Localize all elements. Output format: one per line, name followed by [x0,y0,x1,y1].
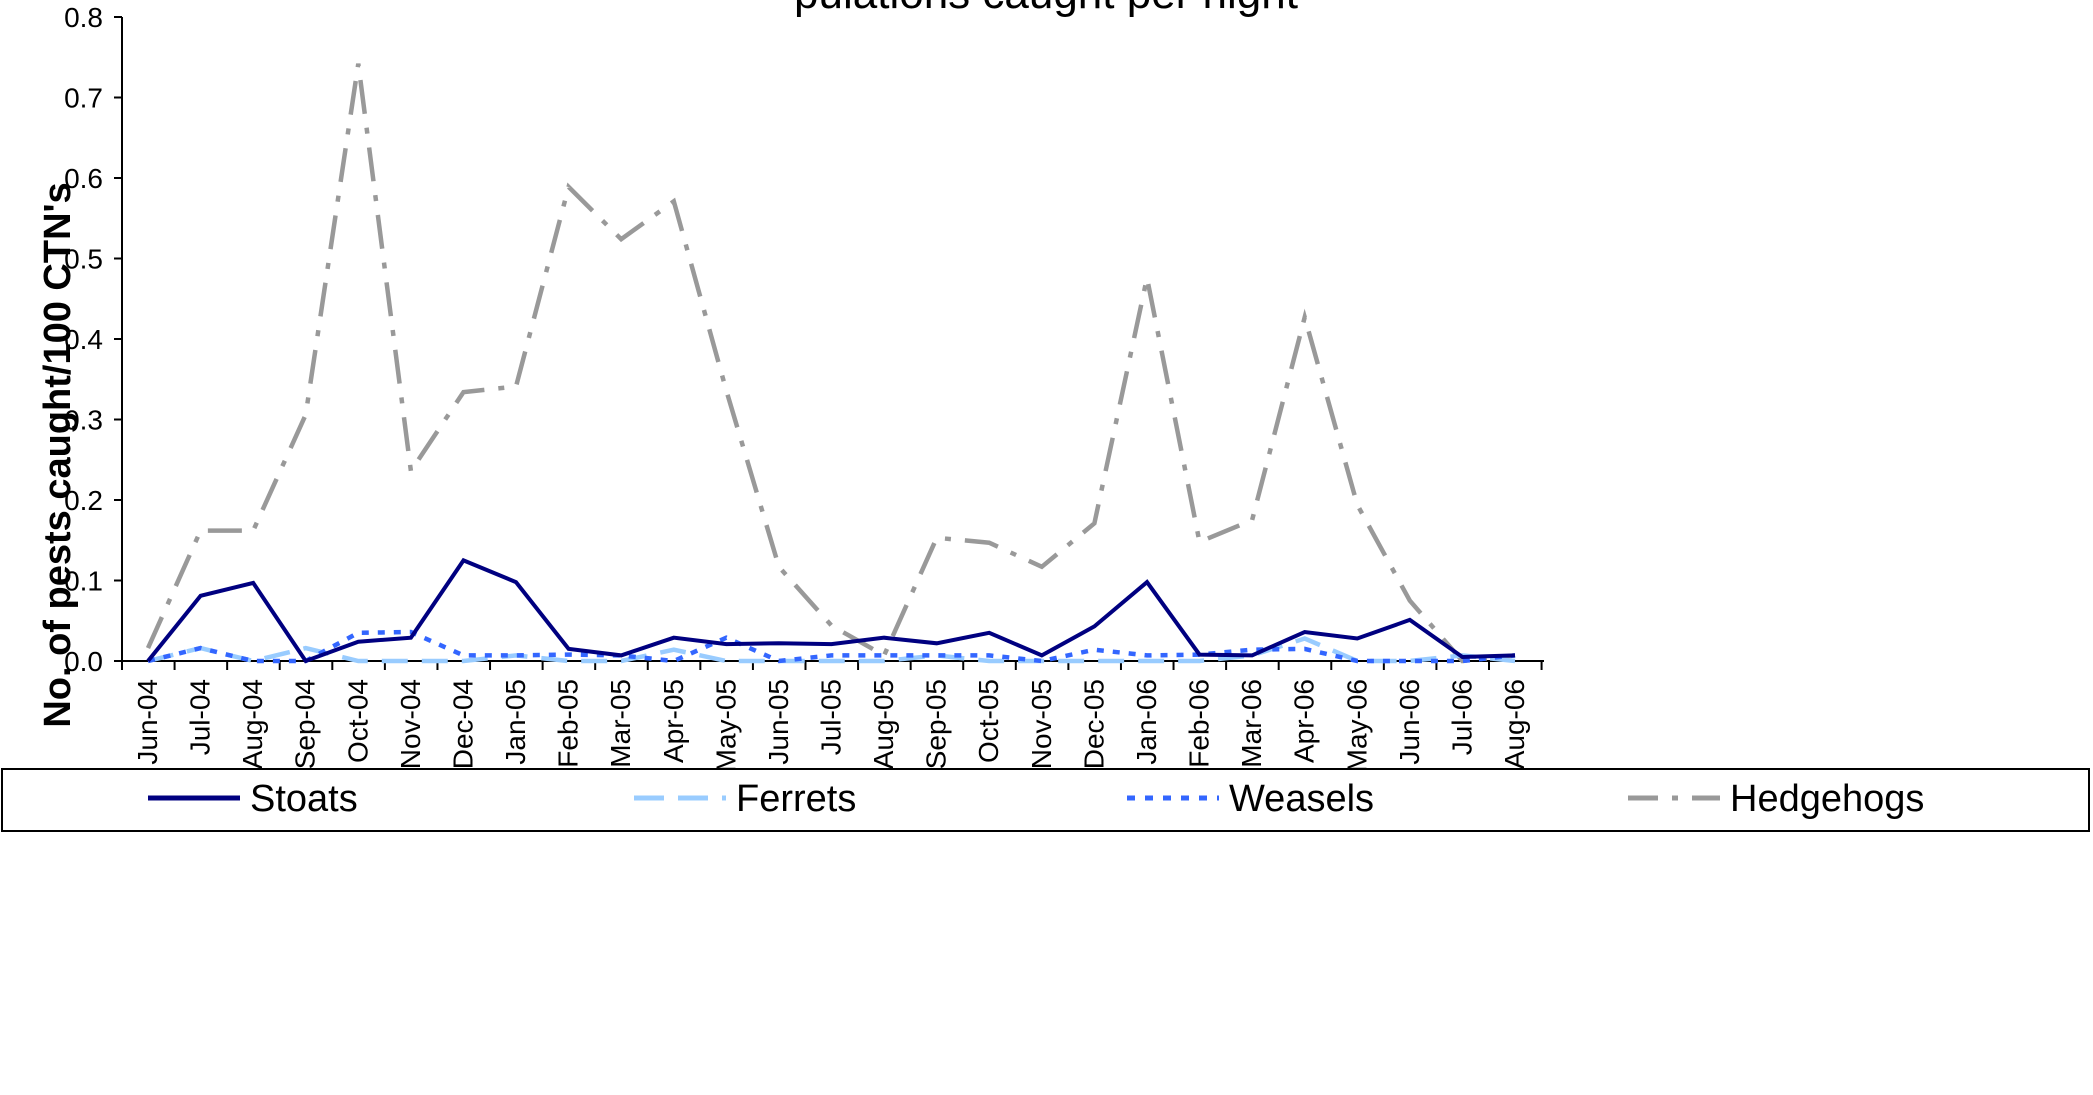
x-tick-label: Apr-05 [658,679,689,763]
x-tick-label: Aug-05 [868,679,899,769]
x-tick-label: Jun-04 [132,679,163,765]
x-tick-label: Oct-04 [342,679,373,763]
y-axis-title: No. of pests caught/100 CTN's [37,182,79,727]
series-line-ferrets [147,636,1516,664]
x-tick-label: Mar-06 [1236,679,1267,768]
y-tick-label: 0.5 [64,244,103,275]
chart-title: pulations caught per night [794,0,1298,18]
y-tick-label: 0.2 [64,485,103,516]
x-tick-label: Sep-04 [290,679,321,769]
x-tick-label: Aug-04 [237,679,268,769]
legend: Stoats Ferrets Weasels Hedgehogs [1,768,2090,832]
y-tick-label: 0.4 [64,324,103,355]
x-tick-label: Oct-05 [973,679,1004,763]
x-tick-label: Nov-04 [395,679,426,769]
legend-label-stoats: Stoats [250,778,358,820]
series-line-weasels [147,629,1516,664]
legend-label-weasels: Weasels [1229,778,1374,820]
x-tick-label: Sep-05 [921,679,952,769]
y-tick-label: 0.6 [64,163,103,194]
x-tick-label: Nov-05 [1026,679,1057,769]
y-tick-label: 0.1 [64,566,103,597]
series-line-hedgehogs [145,63,1516,664]
x-tick-label: Mar-05 [605,679,636,768]
x-tick-label: Feb-05 [553,679,584,768]
x-tick-label: Jul-05 [816,679,847,755]
series-line-stoats [146,557,1516,664]
x-tick-label: Jan-05 [500,679,531,765]
y-tick-label: 0.8 [64,2,103,33]
y-tick-label: 0.3 [64,405,103,436]
x-tick-label: Apr-06 [1289,679,1320,763]
x-tick-label: Jul-04 [185,679,216,755]
x-tick-label: Jul-06 [1446,679,1477,755]
legend-box [1,768,2090,832]
x-tick-label: Dec-05 [1078,679,1109,769]
x-tick-label: May-06 [1341,679,1372,772]
x-tick-label: Dec-04 [447,679,478,769]
x-tick-label: Jun-05 [763,679,794,765]
plot-area: 0.0 0.1 0.2 0.3 0.4 0.5 0.6 0.7 0.8 Jun-04 Jul-04 A… [64,2,1544,772]
x-tick-label: Jan-06 [1131,679,1162,765]
x-tick-label: Aug-06 [1499,679,1530,769]
legend-label-ferrets: Ferrets [736,778,856,820]
legend-label-hedgehogs: Hedgehogs [1730,778,1924,820]
y-tick-label: 0.0 [64,646,103,677]
x-tick-label: May-05 [710,679,741,772]
y-tick-label: 0.7 [64,83,103,114]
x-tick-label: Jun-06 [1394,679,1425,765]
x-tick-label: Feb-06 [1184,679,1215,768]
